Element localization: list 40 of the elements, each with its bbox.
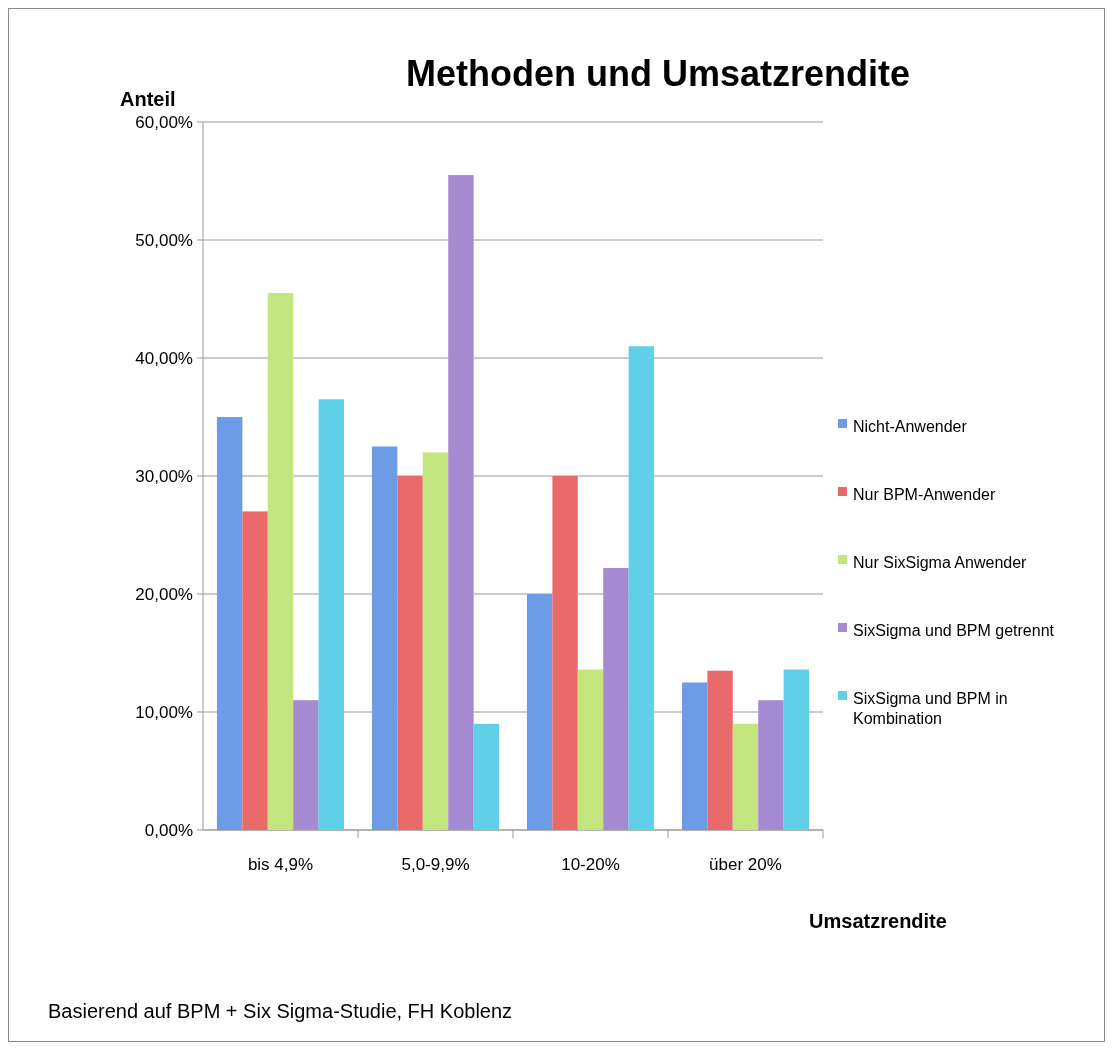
bar xyxy=(707,670,733,830)
bar xyxy=(603,568,629,830)
legend-label: Nur BPM-Anwender xyxy=(853,485,996,503)
bar xyxy=(577,669,604,830)
y-tick-label: 30,00% xyxy=(135,466,193,486)
legend-label: Nicht-Anwender xyxy=(853,417,968,435)
bar xyxy=(526,594,553,830)
bar xyxy=(293,700,319,830)
bar xyxy=(216,417,243,830)
bar xyxy=(318,399,345,830)
bar xyxy=(681,682,708,830)
x-tick-label: 5,0-9,9% xyxy=(401,855,470,874)
y-tick-label: 60,00% xyxy=(135,112,193,132)
x-axis-title: Umsatzrendite xyxy=(809,910,947,932)
x-tick-label: bis 4,9% xyxy=(247,855,314,874)
bar xyxy=(783,669,810,830)
x-tick-label: über 20% xyxy=(709,855,782,874)
bar xyxy=(242,511,268,830)
bar xyxy=(422,452,449,830)
bar xyxy=(552,476,578,830)
bar xyxy=(628,346,655,830)
bar xyxy=(473,723,500,830)
y-tick-label: 0,00% xyxy=(144,820,193,840)
bar xyxy=(371,446,398,830)
legend-label: SixSigma und BPM getrennt xyxy=(853,621,1055,639)
chart-title: Methoden und Umsatzrendite xyxy=(405,53,911,94)
y-axis-title: Anteil xyxy=(120,88,176,110)
y-tick-label: 50,00% xyxy=(135,230,193,250)
bar xyxy=(267,293,294,830)
x-tick-label: 10-20% xyxy=(561,855,620,874)
bar xyxy=(448,175,474,830)
y-tick-label: 10,00% xyxy=(135,702,193,722)
bar xyxy=(732,723,759,830)
legend-label: Nur SixSigma Anwender xyxy=(853,553,1028,571)
y-tick-label: 20,00% xyxy=(135,584,193,604)
bar xyxy=(758,700,784,830)
text: Basierend auf BPM + Six Sigma-Studie, FH Koblenz xyxy=(48,1000,513,1022)
y-tick-label: 40,00% xyxy=(135,348,193,368)
bar xyxy=(397,476,423,830)
legend-label: SixSigma und BPM in Kombination xyxy=(853,689,1008,727)
